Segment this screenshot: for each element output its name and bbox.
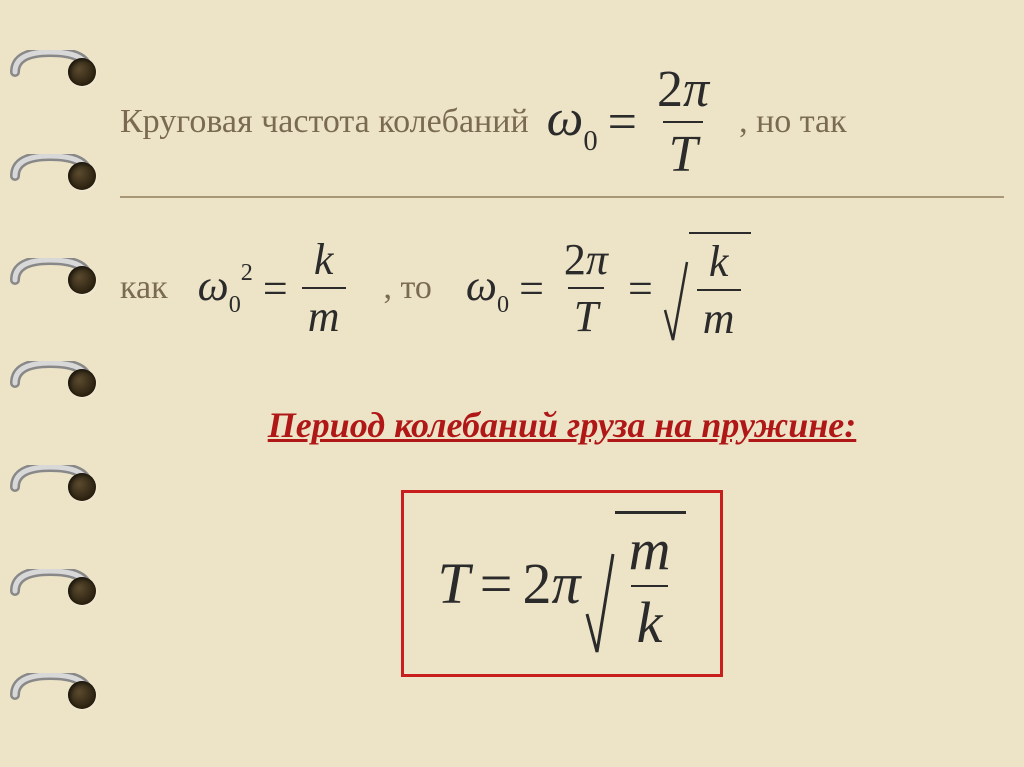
section-heading: Период колебаний груза на пружине: — [120, 404, 1004, 446]
text-label: Круговая частота колебаний — [120, 103, 529, 141]
binder-ring — [0, 358, 110, 408]
formula-box: T = 2π m k — [401, 490, 724, 677]
formula-omega0-2pi-over-T: ω0 = 2π T — [547, 60, 719, 184]
slide-content: Круговая частота колебаний ω0 = 2π T , н… — [120, 0, 1004, 767]
formula-period-spring: T = 2π m k — [438, 511, 687, 656]
formula-omega0-chain: ω0 = 2π T = k m — [466, 232, 751, 344]
binder-ring — [0, 566, 110, 616]
boxed-formula-wrap: T = 2π m k — [120, 490, 1004, 677]
line-derivation: как ω02 = k m , то ω0 = 2π T = k — [120, 232, 1004, 344]
binder-ring — [0, 462, 110, 512]
spiral-binding — [0, 0, 110, 767]
binder-ring — [0, 255, 110, 305]
text-label: , то — [384, 269, 432, 307]
formula-omega0sq-k-over-m: ω02 = k m — [198, 234, 350, 342]
binder-ring — [0, 47, 110, 97]
binder-ring — [0, 151, 110, 201]
text-label: как — [120, 269, 168, 307]
binder-ring — [0, 670, 110, 720]
line-angular-frequency: Круговая частота колебаний ω0 = 2π T , н… — [120, 60, 1004, 198]
text-label: , но так — [739, 103, 847, 141]
